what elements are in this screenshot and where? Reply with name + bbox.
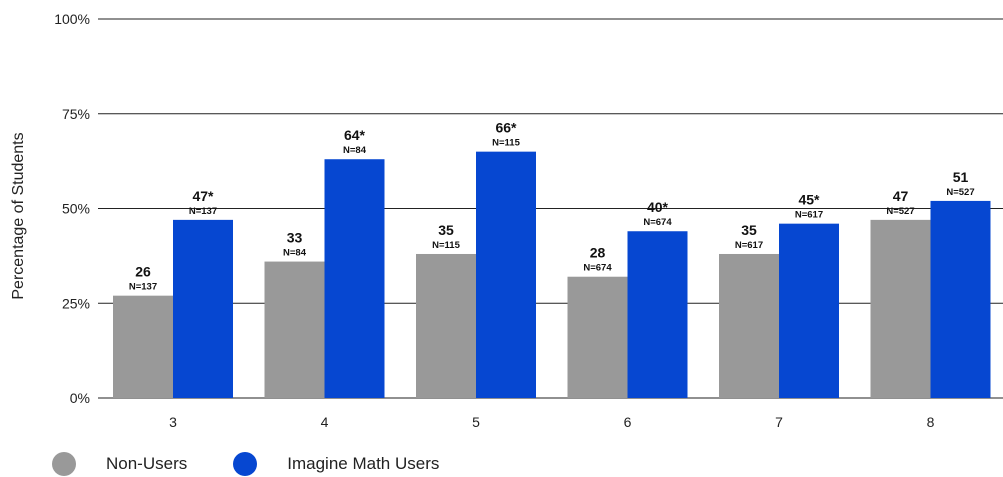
bar-imagine-math-users-grade-7 — [779, 223, 839, 398]
bar-non-users-grade-7 — [719, 253, 779, 398]
legend: Non-Users Imagine Math Users — [52, 451, 485, 477]
bar-imagine-math-users-grade-3 — [173, 219, 233, 398]
n-label-imagine-math-users-grade-8: N=527 — [946, 187, 974, 198]
value-label-non-users-grade-6: 28 — [590, 245, 606, 261]
n-label-non-users-grade-6: N=674 — [583, 263, 612, 274]
legend-item-imagine-math-users: Imagine Math Users — [233, 452, 439, 476]
y-axis-title: Percentage of Students — [10, 132, 27, 299]
bars — [113, 151, 991, 398]
gridlines — [98, 18, 1003, 399]
y-tick-label-75: 75% — [62, 106, 90, 122]
bar-chart: 0% 25% 50% 75% 100% 26 N=137 47* N=137 33 N=84 64*… — [10, 11, 1003, 430]
value-label-imagine-math-users-grade-7: 45* — [798, 192, 820, 208]
n-label-imagine-math-users-grade-3: N=137 — [189, 206, 217, 217]
value-label-imagine-math-users-grade-8: 51 — [953, 169, 969, 185]
x-tick-label-grade-3: 3 — [169, 414, 177, 430]
bar-imagine-math-users-grade-4 — [324, 159, 385, 398]
legend-swatch-non-users — [52, 452, 76, 476]
value-label-non-users-grade-7: 35 — [741, 222, 757, 238]
n-label-imagine-math-users-grade-5: N=115 — [492, 138, 520, 149]
n-label-imagine-math-users-grade-6: N=674 — [643, 217, 672, 228]
bar-non-users-grade-6 — [567, 276, 628, 398]
value-label-non-users-grade-4: 33 — [287, 230, 303, 246]
legend-label-imagine-math-users: Imagine Math Users — [287, 454, 440, 473]
x-tick-label-grade-7: 7 — [775, 414, 783, 430]
n-label-non-users-grade-7: N=617 — [735, 240, 763, 251]
value-labels: 26 N=137 47* N=137 33 N=84 64* N=84 35 N=115 66* N=… — [129, 120, 975, 293]
bar-imagine-math-users-grade-6 — [627, 231, 688, 398]
x-tick-label-grade-8: 8 — [927, 414, 935, 430]
n-label-imagine-math-users-grade-4: N=84 — [343, 145, 367, 156]
bar-imagine-math-users-grade-8 — [930, 200, 991, 398]
y-tick-label-50: 50% — [62, 201, 90, 217]
y-tick-label-100: 100% — [54, 11, 90, 27]
n-label-non-users-grade-3: N=137 — [129, 282, 157, 293]
bar-non-users-grade-8 — [870, 219, 931, 398]
n-label-non-users-grade-5: N=115 — [432, 240, 460, 251]
bar-non-users-grade-4 — [264, 261, 325, 398]
bar-non-users-grade-3 — [113, 295, 173, 398]
value-label-non-users-grade-8: 47 — [893, 188, 909, 204]
n-label-imagine-math-users-grade-7: N=617 — [795, 210, 823, 221]
x-tick-label-grade-5: 5 — [472, 414, 480, 430]
n-label-non-users-grade-4: N=84 — [283, 248, 307, 259]
n-label-non-users-grade-8: N=527 — [886, 206, 914, 217]
x-tick-label-grade-6: 6 — [624, 414, 632, 430]
y-tick-label-0: 0% — [70, 390, 90, 406]
y-tick-label-25: 25% — [62, 295, 90, 311]
x-tick-label-grade-4: 4 — [321, 414, 329, 430]
value-label-imagine-math-users-grade-5: 66* — [495, 120, 517, 136]
legend-swatch-imagine-math-users — [233, 452, 258, 476]
bar-non-users-grade-5 — [416, 253, 476, 398]
value-label-non-users-grade-5: 35 — [438, 222, 454, 238]
value-label-imagine-math-users-grade-3: 47* — [192, 188, 214, 204]
legend-item-non-users: Non-Users — [52, 452, 187, 476]
bar-imagine-math-users-grade-5 — [476, 151, 536, 398]
y-axis-tick-labels: 0% 25% 50% 75% 100% — [54, 11, 90, 406]
value-label-imagine-math-users-grade-4: 64* — [344, 127, 366, 143]
value-label-imagine-math-users-grade-6: 40* — [647, 199, 669, 215]
value-label-non-users-grade-3: 26 — [135, 264, 151, 280]
legend-label-non-users: Non-Users — [106, 454, 188, 473]
x-axis-tick-labels: 3 4 5 6 7 8 — [169, 414, 935, 430]
